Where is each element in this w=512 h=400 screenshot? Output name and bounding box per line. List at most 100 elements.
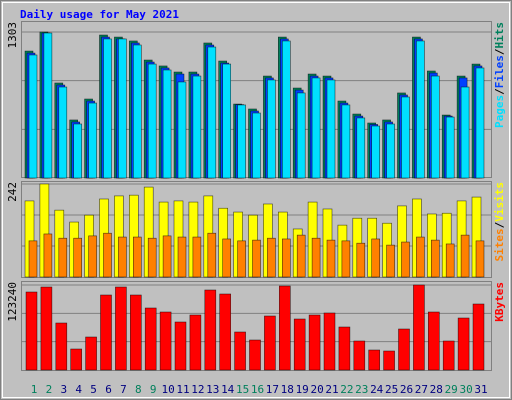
bar xyxy=(237,240,246,278)
bar xyxy=(386,244,395,278)
x-tick-label: 22 xyxy=(340,383,353,396)
bar xyxy=(43,32,53,179)
bar xyxy=(189,314,202,371)
bar xyxy=(103,38,112,179)
bar xyxy=(207,46,217,179)
bar xyxy=(311,237,321,278)
bar xyxy=(88,235,97,278)
bar xyxy=(460,234,470,278)
bar xyxy=(252,239,261,278)
bar xyxy=(133,236,142,278)
x-tick-label: 28 xyxy=(430,383,443,396)
bar xyxy=(219,293,231,371)
bar xyxy=(234,331,246,371)
bar xyxy=(174,321,187,371)
bar xyxy=(356,242,366,278)
bar xyxy=(341,240,351,278)
bar xyxy=(430,75,440,179)
bar xyxy=(445,243,455,278)
bar xyxy=(130,294,142,371)
bar xyxy=(383,350,395,371)
bar xyxy=(264,315,276,371)
legend-entry: Files xyxy=(493,55,506,88)
bar xyxy=(371,125,381,179)
y-tick-label: 1303 xyxy=(6,22,19,49)
bar xyxy=(460,86,470,179)
x-tick-label: 27 xyxy=(415,383,428,396)
bar xyxy=(159,311,172,371)
bar xyxy=(296,234,306,278)
bar xyxy=(58,86,68,179)
bar xyxy=(147,237,157,278)
legend: KBytes xyxy=(493,282,506,322)
x-tick-label: 8 xyxy=(135,383,142,396)
bar xyxy=(177,81,187,179)
bar xyxy=(475,67,485,179)
bar xyxy=(296,92,306,179)
legend-separator: / xyxy=(493,88,506,95)
bar xyxy=(416,236,425,278)
bar xyxy=(204,289,217,371)
bar xyxy=(118,236,127,278)
bar xyxy=(281,238,291,278)
x-tick-label: 9 xyxy=(150,383,157,396)
x-tick-label: 10 xyxy=(161,383,174,396)
x-tick-label: 23 xyxy=(355,383,368,396)
legend-separator: / xyxy=(493,221,506,228)
bar xyxy=(28,240,38,278)
x-tick-label: 30 xyxy=(459,383,472,396)
bar xyxy=(43,233,53,278)
bar xyxy=(70,348,82,371)
x-tick-label: 24 xyxy=(370,383,384,396)
bar xyxy=(40,286,53,371)
bar xyxy=(368,349,381,371)
bar xyxy=(326,239,336,278)
bar xyxy=(118,38,127,179)
bar xyxy=(144,307,157,371)
bar xyxy=(445,116,455,179)
bar xyxy=(442,340,455,371)
bar xyxy=(281,40,291,179)
bar xyxy=(222,238,231,278)
bar xyxy=(293,318,306,371)
bar xyxy=(338,326,351,371)
bar xyxy=(115,286,127,371)
bar xyxy=(457,317,470,371)
x-tick-label: 20 xyxy=(310,383,323,396)
bar xyxy=(133,44,142,179)
legend: Sites/Visits xyxy=(493,182,506,262)
legend-separator: / xyxy=(493,48,506,55)
bar xyxy=(252,112,261,179)
bar xyxy=(398,328,410,371)
legend-entry: Pages xyxy=(493,95,506,128)
x-tick-label: 18 xyxy=(281,383,294,396)
bar xyxy=(416,40,425,179)
legend: Pages/Files/Hits xyxy=(493,22,506,128)
bar xyxy=(323,312,336,371)
bar xyxy=(100,294,112,371)
x-tick-label: 13 xyxy=(206,383,219,396)
y-tick-label: 123240 xyxy=(6,282,19,322)
x-tick-label: 11 xyxy=(176,383,189,396)
x-tick-label: 5 xyxy=(90,383,97,396)
legend-entry: KBytes xyxy=(493,282,506,322)
bar xyxy=(85,336,97,371)
bar xyxy=(278,285,291,371)
bar xyxy=(88,102,97,179)
x-tick-label: 7 xyxy=(120,383,127,396)
bar xyxy=(356,117,366,179)
x-tick-label: 19 xyxy=(296,383,309,396)
bar xyxy=(427,311,440,371)
bar xyxy=(162,235,172,278)
bar xyxy=(472,303,485,371)
bar xyxy=(475,240,485,278)
y-tick-label: 242 xyxy=(6,182,19,202)
bar xyxy=(371,238,381,278)
bar xyxy=(237,104,246,179)
legend-entry: Visits xyxy=(493,182,506,222)
x-tick-label: 6 xyxy=(105,383,112,396)
x-tick-label: 16 xyxy=(251,383,264,396)
